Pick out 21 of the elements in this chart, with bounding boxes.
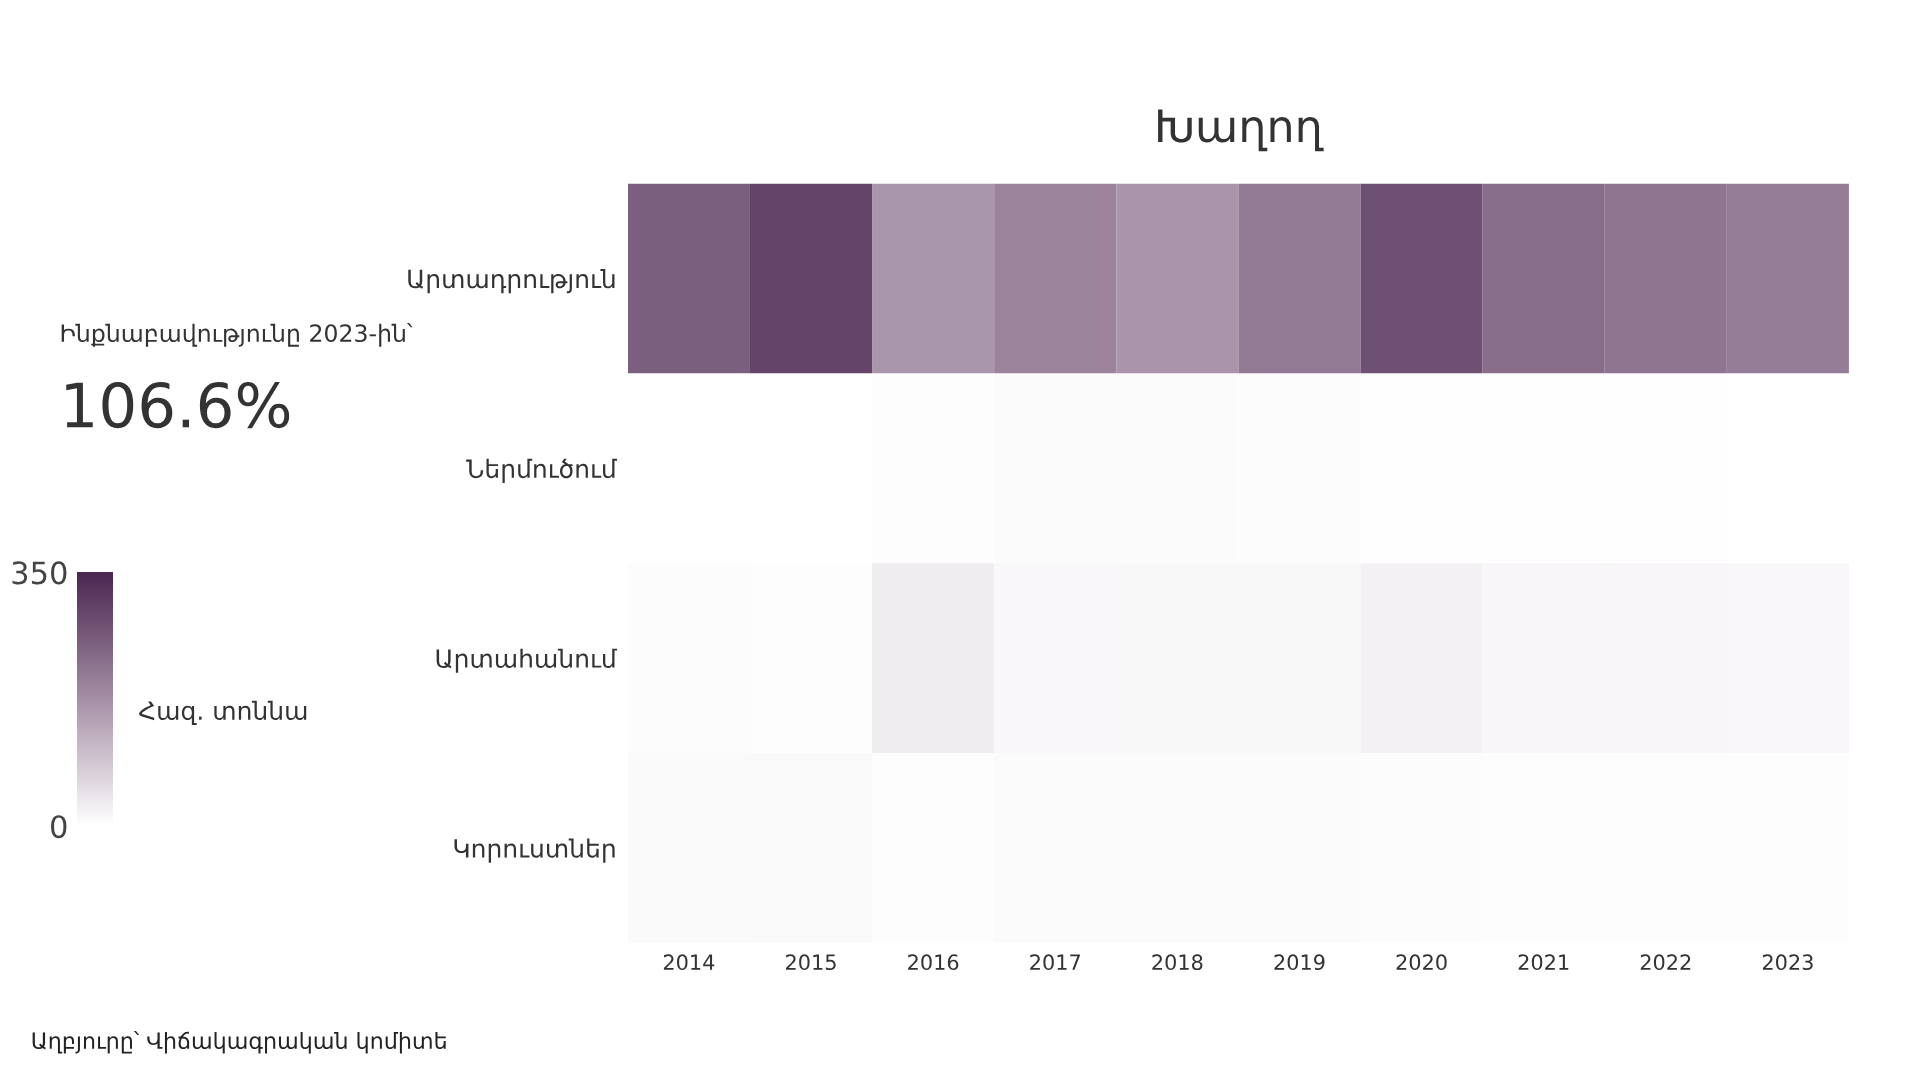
- x-tick-label: 2022: [1640, 954, 1691, 971]
- x-tick-label: 2018: [1152, 954, 1203, 971]
- y-tick-label: Արտադրություն: [408, 269, 615, 294]
- color-bar-title: Հազ. տոննա: [139, 700, 307, 725]
- x-tick-label: 2015: [786, 954, 836, 971]
- x-tick-label: 2020: [1396, 954, 1447, 971]
- y-tick-label: Կորուստներ: [454, 838, 615, 863]
- x-tick-label: 2021: [1518, 954, 1569, 971]
- x-tick-label: 2019: [1274, 954, 1325, 971]
- color-bar-label: 0: [51, 815, 67, 839]
- text: 106.6%: [66, 381, 290, 429]
- x-tick-label: 2017: [1030, 954, 1080, 971]
- y-tick-label: Ներմուծում: [466, 458, 618, 484]
- text: Ինքնաբավությունը 2023-ին՝: [61, 322, 413, 347]
- x-tick-label: 2014: [663, 954, 715, 971]
- chart-title: Խաղող: [1158, 109, 1324, 152]
- text: Աղբյուրը՝ Վիճակագրական կոմիտե: [32, 1031, 446, 1054]
- y-tick-label: Արտահանում: [436, 648, 618, 673]
- x-tick-label: 2016: [908, 954, 959, 971]
- x-tick-label: 2023: [1762, 954, 1813, 971]
- color-bar-label: 350: [12, 561, 67, 585]
